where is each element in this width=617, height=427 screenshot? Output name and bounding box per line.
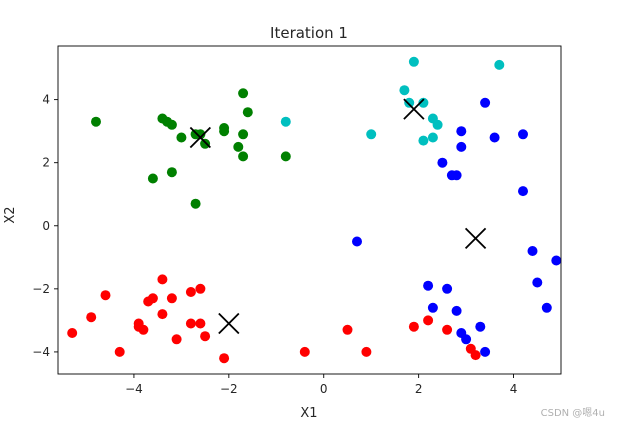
plot-frame <box>57 45 562 375</box>
data-point <box>352 236 362 247</box>
data-point <box>480 97 491 108</box>
data-point <box>166 119 177 130</box>
data-point <box>489 132 500 143</box>
centroid-marker <box>403 98 425 120</box>
data-point <box>195 283 206 294</box>
data-point <box>200 138 211 149</box>
watermark-text: CSDN @嗯4u <box>540 408 605 419</box>
x-tick-label: 0 <box>320 382 328 396</box>
data-point <box>361 346 372 357</box>
y-tick-label: 0 <box>42 219 50 233</box>
y-tick-label: 2 <box>42 156 50 170</box>
data-point <box>147 173 158 184</box>
chart-title: Iteration 1 <box>270 24 348 42</box>
data-point <box>470 350 481 361</box>
data-point <box>418 97 429 108</box>
data-point <box>461 334 472 345</box>
plot-area: −4 −2 0 2 4 −4 −2 0 2 4 <box>32 45 562 396</box>
data-point <box>423 280 434 291</box>
data-point <box>238 88 249 99</box>
centroid-marker <box>464 227 487 250</box>
data-point <box>91 116 101 127</box>
data-point <box>518 186 528 197</box>
data-point <box>195 129 206 140</box>
y-axis-label: X2 <box>3 206 18 223</box>
data-point <box>299 346 310 357</box>
data-point <box>442 324 453 335</box>
data-point <box>456 141 467 152</box>
data-point <box>437 157 448 168</box>
centroid-stroke <box>189 126 211 149</box>
data-point <box>185 287 196 297</box>
data-point <box>451 170 462 181</box>
y-tick-label: −4 <box>32 345 50 359</box>
data-point <box>238 129 249 140</box>
data-point <box>242 107 253 118</box>
data-point <box>480 346 491 357</box>
x-tick-label: −4 <box>125 382 143 396</box>
x-tick-label: 4 <box>510 382 518 396</box>
data-point <box>527 246 538 256</box>
data-point <box>185 318 196 329</box>
data-point <box>427 132 438 143</box>
data-point <box>366 129 377 140</box>
data-point <box>532 277 543 288</box>
data-point <box>157 274 168 285</box>
data-point <box>171 334 182 345</box>
data-point <box>451 305 462 316</box>
y-tick-label: −2 <box>32 282 50 296</box>
data-point <box>147 293 158 304</box>
data-point <box>86 312 97 323</box>
data-point <box>541 302 552 313</box>
x-axis-label: X1 <box>300 406 317 421</box>
centroid-stroke <box>403 98 425 120</box>
data-point <box>138 324 149 335</box>
y-tick-label: 4 <box>42 93 50 107</box>
data-point <box>200 331 211 342</box>
data-point <box>100 290 111 301</box>
data-point <box>166 167 177 178</box>
data-point <box>233 141 244 152</box>
data-point <box>342 324 353 335</box>
data-point <box>551 255 562 266</box>
data-point <box>475 321 486 332</box>
data-point <box>432 119 443 130</box>
data-point <box>195 318 206 329</box>
x-tick-label: −2 <box>220 382 238 396</box>
data-point <box>494 59 505 70</box>
data-point <box>157 309 168 320</box>
data-point <box>219 353 230 364</box>
centroid-marker <box>218 312 240 335</box>
centroid-stroke <box>464 227 487 250</box>
data-point <box>427 302 438 313</box>
data-point <box>114 346 125 357</box>
centroid-stroke <box>218 312 240 335</box>
data-point <box>67 328 78 338</box>
data-point <box>280 151 291 162</box>
data-point <box>219 123 230 133</box>
data-point <box>238 151 249 162</box>
data-point <box>442 283 453 294</box>
x-tick-label: 2 <box>415 382 423 396</box>
data-point <box>166 293 177 304</box>
data-point <box>518 129 528 140</box>
centroid-marker <box>189 126 211 149</box>
data-point <box>408 321 419 332</box>
data-point <box>456 126 467 137</box>
data-point <box>408 56 419 67</box>
data-point <box>280 116 291 127</box>
data-point <box>423 315 434 326</box>
data-point <box>190 198 201 209</box>
data-point <box>176 132 187 143</box>
data-point <box>404 97 415 108</box>
data-point <box>418 135 429 146</box>
data-point <box>399 85 410 96</box>
